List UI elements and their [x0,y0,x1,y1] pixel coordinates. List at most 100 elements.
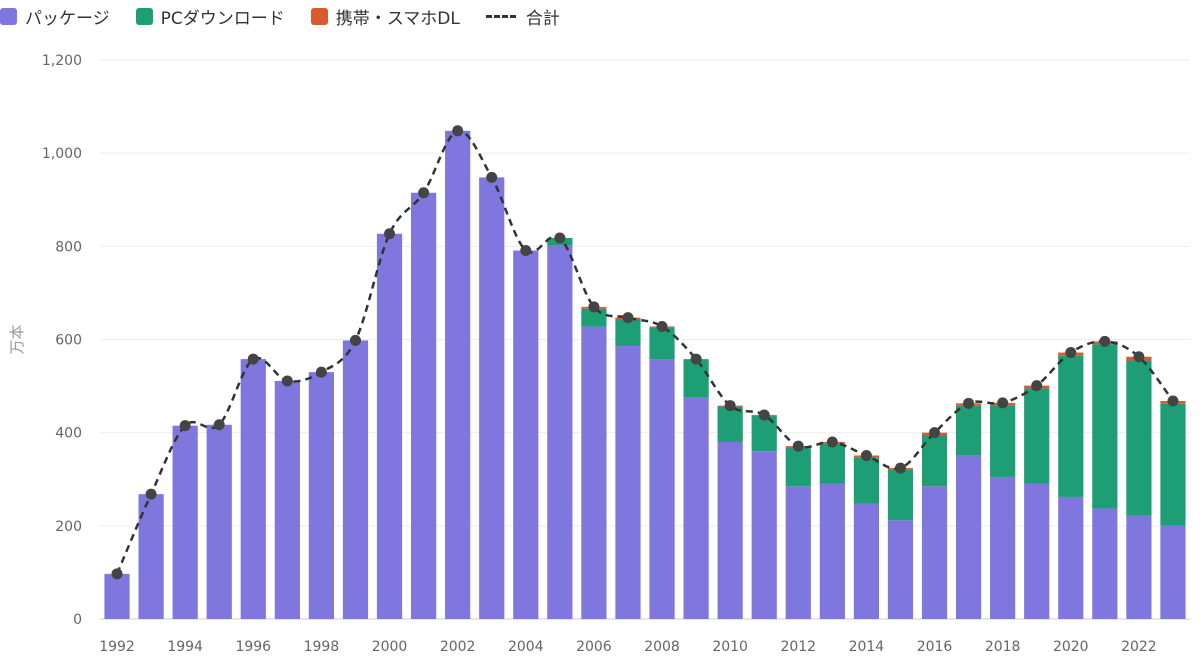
y-axis-title: 万本 [8,324,26,354]
bar-segment-package [921,486,948,619]
bar-segment-package [990,476,1016,619]
total-point [724,400,736,412]
bar-segment-package [751,451,777,619]
bar-segment-pc-download [990,405,1016,477]
total-point [792,440,804,452]
bar-segment-package [104,573,130,619]
y-tick-label: 0 [73,612,82,628]
bar-segment-package [342,340,369,619]
y-tick-label: 600 [55,333,82,349]
x-tick-label: 2008 [644,639,680,655]
bar-segment-pc-download [1126,360,1152,516]
bar-segment-package [172,425,198,619]
x-tick-label: 2016 [917,639,953,655]
x-tick-label: 2006 [576,639,612,655]
legend-label-pc-download: PCダウンロード [160,8,285,29]
bar-segment-package [1058,496,1084,619]
total-point [179,420,191,432]
total-point [520,245,532,257]
total-point [1031,380,1043,392]
x-tick-label: 1994 [167,639,203,655]
bar-segment-package [206,424,232,619]
bar-segment-package [445,130,471,619]
x-tick-label: 2020 [1053,639,1089,655]
total-point [1099,335,1111,347]
total-point [1133,351,1145,363]
total-point [656,320,668,332]
total-point [349,334,361,346]
total-point [281,375,293,387]
y-tick-label: 400 [55,426,82,442]
bar-segment-pc-download [887,469,914,521]
bar-segment-pc-download [1092,344,1118,509]
x-tick-label: 1996 [235,639,271,655]
total-point [929,427,941,439]
bar-segment-package [376,233,403,619]
total-point [963,397,975,409]
x-tick-label: 2000 [372,639,408,655]
total-point [690,353,702,365]
y-tick-label: 1,200 [42,53,82,69]
bar-segment-package [513,250,539,620]
legend-swatch-package [0,7,17,25]
bar-segment-package [410,192,437,619]
bar-segment-package [547,245,573,619]
bar-segment-package [785,486,811,619]
bar-segment-pc-download [785,448,811,487]
total-point [247,353,259,365]
legend-swatch-pc-download [135,7,153,25]
bar-segment-package [240,359,266,619]
chart-legend: パッケージ PCダウンロード 携帯・スマホDL 合計 [0,0,586,32]
total-point [826,436,838,448]
total-point [145,488,157,500]
bar-segment-package [887,520,914,619]
bar-segment-pc-download [615,319,641,347]
x-tick-label: 2022 [1121,639,1157,655]
bar-segment-package [1126,515,1152,619]
bar-segment-package [819,483,845,619]
x-tick-label: 1992 [99,639,135,655]
bar-segment-pc-download [683,359,709,398]
x-tick-label: 1998 [304,639,340,655]
total-point [111,568,123,580]
bar-segment-package [581,326,607,619]
y-tick-label: 1,000 [42,146,82,162]
bar-segment-pc-download [717,406,743,442]
y-tick-label: 800 [55,239,82,255]
total-point [860,449,872,461]
legend-label-mobile-download: 携帯・スマホDL [335,8,460,29]
bar-segment-package [955,455,982,619]
x-tick-label: 2018 [985,639,1021,655]
legend-swatch-mobile-download [310,7,328,25]
bar-segment-pc-download [1058,355,1084,497]
total-point [894,462,906,474]
x-tick-label: 2002 [440,639,476,655]
bar-segment-package [479,177,505,619]
bar-segment-package [1024,483,1050,619]
total-point [1065,347,1077,359]
total-point [315,366,327,378]
bar-segment-package [274,380,300,619]
bar-segment-package [308,372,335,619]
bar-segment-pc-download [1024,388,1050,484]
bar-segment-pc-download [1160,403,1186,526]
legend-item-mobile-download[interactable]: 携帯・スマホDL [310,4,460,29]
x-tick-label: 2004 [508,639,544,655]
bar-segment-package [615,346,641,619]
total-point [554,232,566,244]
total-point [486,171,498,183]
legend-item-total[interactable]: 合計 [485,4,560,29]
legend-label-total: 合計 [525,8,560,29]
y-tick-label: 200 [55,519,82,535]
bar-segment-pc-download [955,405,982,456]
bar-segment-package [1160,525,1186,619]
legend-item-pc-download[interactable]: PCダウンロード [135,4,285,29]
legend-item-package[interactable]: パッケージ [0,4,110,29]
total-point [213,419,225,431]
total-point [622,312,634,324]
bar-segment-package [717,441,743,619]
bar-segment-package [649,359,675,619]
bar-segment-pc-download [853,457,880,504]
total-point [997,397,1009,409]
